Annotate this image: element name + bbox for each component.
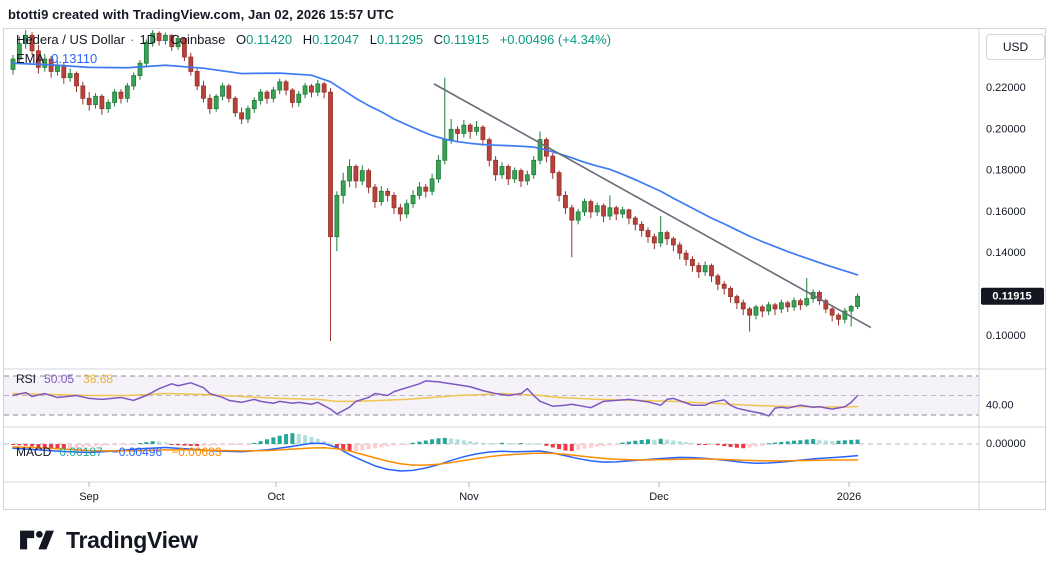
- close-label: C: [433, 32, 444, 47]
- svg-text:0.10000: 0.10000: [986, 330, 1026, 342]
- svg-text:0.20000: 0.20000: [986, 123, 1026, 135]
- macd-legend: MACD 0.00187 −0.00496 −0.00683: [16, 445, 222, 459]
- open-label: O: [235, 32, 247, 47]
- interval-label[interactable]: 1D: [139, 32, 157, 47]
- macd-label[interactable]: MACD: [16, 445, 52, 459]
- ema-label[interactable]: EMA: [16, 51, 45, 66]
- close-value: 0.11915: [443, 32, 490, 47]
- low-value: 0.11295: [377, 32, 424, 47]
- svg-text:40.00: 40.00: [986, 399, 1014, 411]
- svg-text:Nov: Nov: [459, 491, 479, 503]
- time-scale[interactable]: [4, 483, 979, 510]
- open-value: 0.11420: [246, 32, 293, 47]
- rsi-label[interactable]: RSI: [16, 372, 37, 386]
- price-scale[interactable]: [980, 29, 1046, 482]
- attribution-text: btotti9 created with TradingView.com, Ja…: [8, 7, 395, 22]
- svg-text:0.14000: 0.14000: [986, 247, 1026, 259]
- tradingview-logo-text: TradingView: [66, 526, 198, 553]
- ema-legend: EMA 0.13110: [16, 51, 97, 66]
- rsi-legend: RSI 50.05 38.68: [16, 372, 113, 386]
- symbol-title[interactable]: Hedera / US Dollar: [16, 32, 126, 47]
- exchange-label[interactable]: Coinbase: [170, 32, 226, 47]
- ema-value: 0.13110: [51, 51, 98, 66]
- high-value: 0.12047: [312, 32, 360, 47]
- svg-text:0.18000: 0.18000: [986, 165, 1026, 177]
- symbol-legend: Hedera / US Dollar · 1D · Coinbase O0.11420 …: [16, 32, 611, 47]
- svg-text:0.22000: 0.22000: [986, 82, 1026, 94]
- legend-separator: ·: [161, 32, 166, 47]
- svg-text:Sep: Sep: [79, 491, 99, 503]
- macd-signal-value: −0.00683: [171, 445, 222, 459]
- svg-text:0.11915: 0.11915: [992, 290, 1031, 302]
- tradingview-logo[interactable]: TradingView: [18, 524, 198, 556]
- tradingview-logo-icon: [20, 530, 54, 550]
- legend-separator: ·: [130, 32, 135, 47]
- macd-line-value: −0.00496: [111, 445, 163, 459]
- svg-text:0.16000: 0.16000: [986, 206, 1026, 218]
- main-pane: [10, 30, 860, 341]
- currency-toggle-button[interactable]: USD: [986, 34, 1045, 60]
- rsi-ma-value: 38.68: [83, 372, 114, 386]
- chart-canvas: 0.22000 0.20000 0.18000 0.16000 0.14000 0.100…: [4, 29, 1047, 511]
- change-value: +0.00496 (+4.34%): [499, 32, 612, 47]
- rsi-value: 50.05: [44, 372, 75, 386]
- svg-text:0.00000: 0.00000: [986, 438, 1026, 450]
- macd-hist-value: 0.00187: [59, 445, 103, 459]
- svg-text:2026: 2026: [837, 491, 861, 503]
- high-label: H: [302, 32, 313, 47]
- low-label: L: [369, 32, 378, 47]
- svg-text:Oct: Oct: [267, 491, 284, 503]
- chart-widget: 0.22000 0.20000 0.18000 0.16000 0.14000 0.100…: [3, 28, 1047, 511]
- svg-text:Dec: Dec: [649, 491, 669, 503]
